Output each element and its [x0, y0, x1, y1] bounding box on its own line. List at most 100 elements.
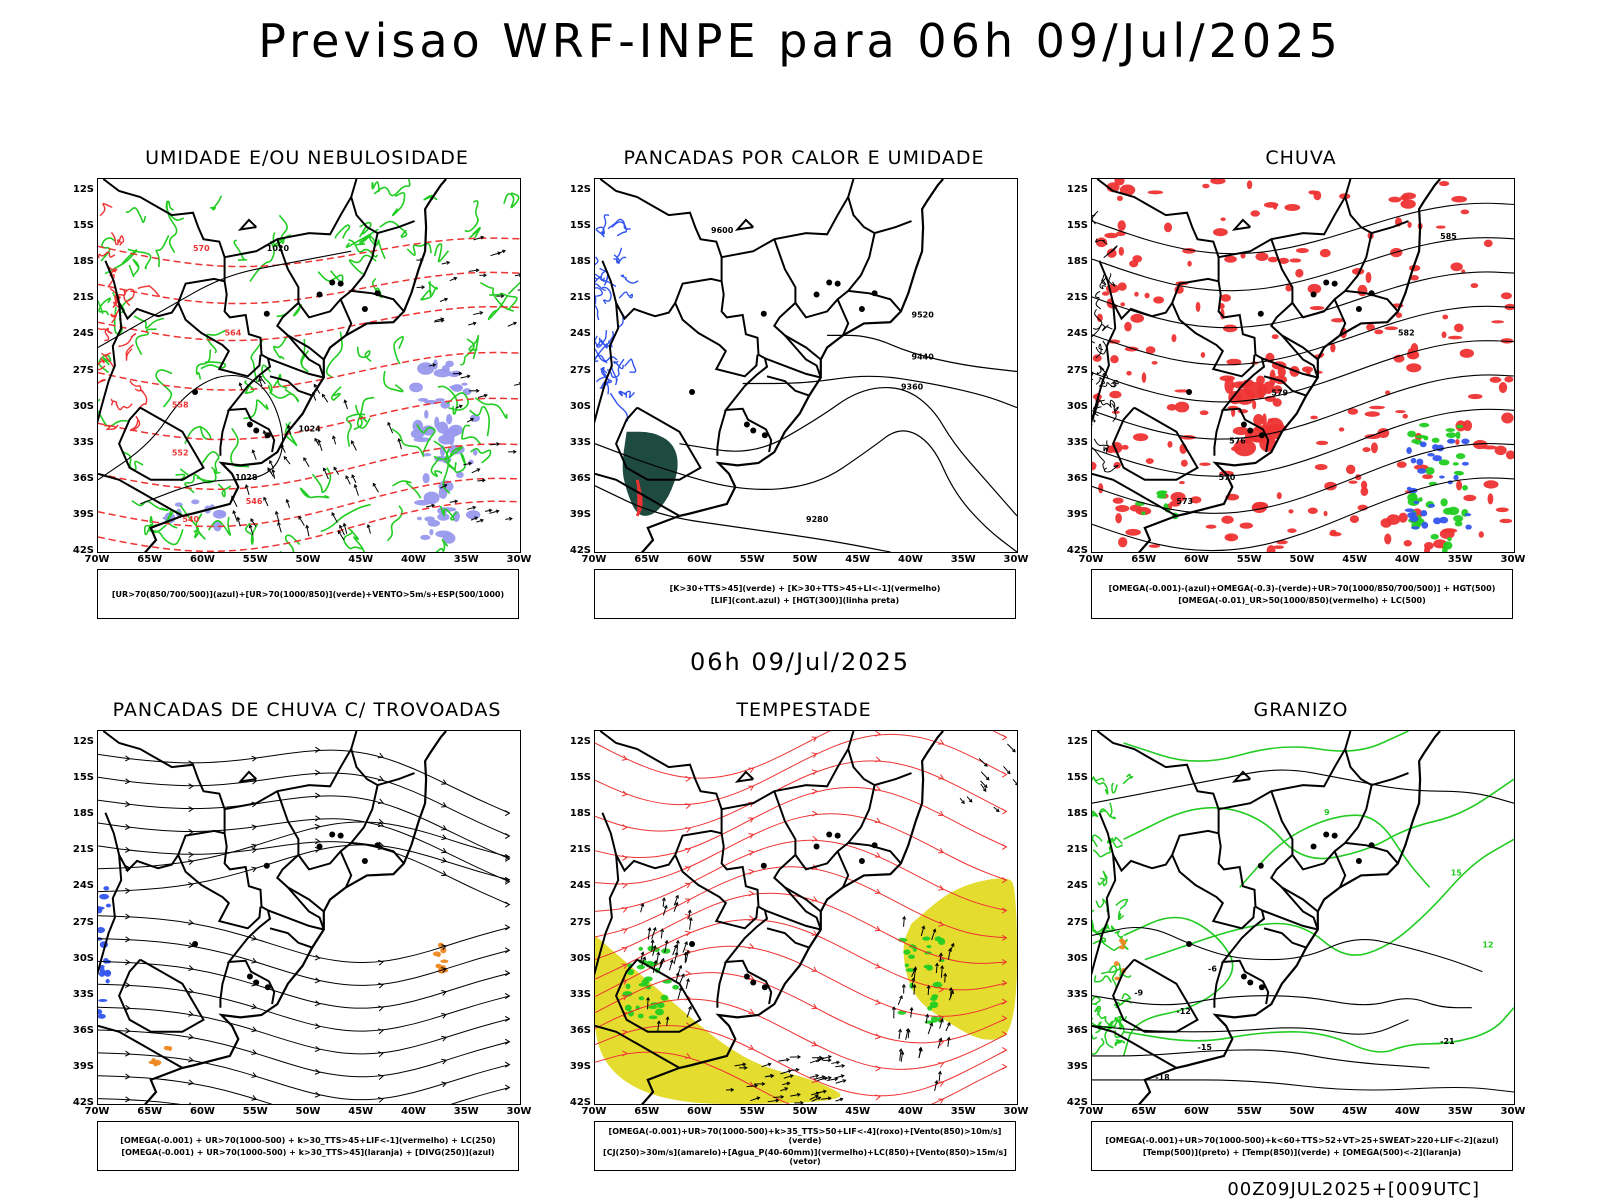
svg-text:9: 9 [1324, 808, 1330, 817]
lat-label: 21S [1066, 292, 1088, 304]
svg-text:585: 585 [1440, 232, 1457, 241]
svg-text:582: 582 [1398, 328, 1415, 337]
lon-label: 40W [898, 1106, 923, 1117]
valid-time-label: 06h 09/Jul/2025 [689, 648, 911, 676]
lat-label: 18S [569, 256, 591, 268]
svg-text:-12: -12 [1176, 1007, 1190, 1016]
lat-label: 27S [569, 916, 591, 928]
lat-label: 42S [569, 1097, 591, 1108]
svg-text:-18: -18 [1155, 1073, 1170, 1082]
lat-label: 18S [1066, 256, 1088, 268]
panel-title-umidade: UMIDADE E/OU NEBULOSIDADE [145, 147, 469, 169]
lon-label: 55W [1236, 1106, 1262, 1117]
lat-label: 21S [569, 844, 591, 856]
lat-label: 15S [569, 772, 591, 784]
map-umidade: 1020 1024 1028 570 564 558 552 546 540 [97, 178, 521, 553]
lon-label: 65W [1131, 554, 1157, 565]
legend-trovoadas: [OMEGA(-0.001) + UR>70(1000-500) + k>30_… [97, 1121, 519, 1171]
lat-label: 18S [1066, 808, 1088, 820]
lat-label: 30S [1066, 400, 1088, 412]
svg-text:1024: 1024 [298, 425, 321, 434]
lat-label: 18S [72, 808, 94, 820]
lat-label: 21S [569, 292, 591, 304]
lat-label: 15S [72, 220, 94, 232]
lat-label: 33S [1066, 988, 1088, 1000]
lat-label: 21S [1066, 844, 1088, 856]
lon-label: 70W [1078, 554, 1104, 565]
lat-label: 24S [569, 880, 591, 892]
svg-text:1020: 1020 [267, 244, 290, 253]
map-canvas-trovoadas [98, 731, 511, 1104]
svg-text:576: 576 [1229, 437, 1246, 446]
lat-label: 33S [72, 436, 94, 448]
lat-label: 15S [569, 220, 591, 232]
lat-label: 42S [1066, 545, 1088, 556]
legend-line: [CJ(250)>30m/s](amarelo)+[Agua_P(40-60mm… [603, 1147, 1007, 1166]
lat-label: 39S [1066, 508, 1088, 520]
svg-text:-6: -6 [1208, 965, 1217, 974]
lon-label: 45W [1342, 1106, 1368, 1117]
svg-text:9600: 9600 [711, 226, 734, 235]
svg-text:573: 573 [1176, 497, 1193, 506]
svg-text:15: 15 [1451, 868, 1463, 877]
lat-label: 36S [1066, 1024, 1088, 1036]
lat-label: 33S [72, 988, 94, 1000]
map-canvas-umidade: 1020 1024 1028 570 564 558 552 546 540 [98, 179, 520, 552]
svg-text:9440: 9440 [912, 352, 935, 361]
legend-line: [K>30+TTS>45](verde) + [K>30+TTS>45+LI<-… [669, 583, 941, 593]
map-canvas-granizo: -6 -9 -12 -15 -18 -21 9 12 15 [1092, 731, 1514, 1104]
lat-label: 21S [72, 292, 94, 304]
run-footer: 00Z09JUL2025+[009UTC] [1227, 1179, 1480, 1200]
lat-label: 12S [72, 736, 94, 748]
lon-label: 70W [84, 554, 110, 565]
lon-label: 60W [1184, 1106, 1209, 1117]
lon-label: 35W [453, 554, 479, 565]
lat-label: 30S [569, 952, 591, 964]
map-tempestade [594, 730, 1018, 1105]
lon-label: 30W [506, 1106, 532, 1117]
svg-text:546: 546 [246, 497, 263, 506]
map-canvas-pancadas: 9600 9520 9440 9360 9280 [595, 179, 1017, 552]
panel-title-granizo: GRANIZO [1253, 699, 1349, 721]
lat-label: 42S [72, 545, 94, 556]
lat-label: 42S [72, 1097, 94, 1108]
legend-line: [OMEGA(-0.001) + UR>70(1000-500) + k>30_… [121, 1147, 495, 1157]
legend-line: [OMEGA(-0.001)+UR>70(1000-500)+k<60+TTS>… [1105, 1135, 1499, 1145]
lat-label: 18S [569, 808, 591, 820]
lat-label: 12S [1066, 184, 1088, 196]
lat-label: 12S [569, 736, 591, 748]
lon-label: 40W [1395, 554, 1420, 565]
lat-label: 39S [569, 508, 591, 520]
legend-line: [LIF](cont.azul) + [HGT(300)](linha pret… [710, 595, 900, 605]
lon-label: 65W [634, 554, 660, 565]
lon-label: 70W [1078, 1106, 1104, 1117]
lat-label: 12S [1066, 736, 1088, 748]
lon-label: 65W [634, 1106, 660, 1117]
lat-label: 33S [569, 436, 591, 448]
lat-label: 24S [1066, 328, 1088, 340]
lon-label: 60W [687, 554, 712, 565]
lon-label: 55W [1236, 554, 1262, 565]
svg-text:9360: 9360 [901, 383, 924, 392]
svg-text:1028: 1028 [235, 473, 258, 482]
lat-label: 24S [72, 880, 94, 892]
lon-label: 50W [792, 554, 818, 565]
lon-label: 35W [1447, 1106, 1473, 1117]
svg-text:-9: -9 [1134, 989, 1143, 998]
lon-label: 45W [845, 554, 871, 565]
lat-label: 39S [72, 1060, 94, 1072]
lat-label: 42S [569, 545, 591, 556]
svg-text:579: 579 [1271, 389, 1288, 398]
lon-label: 55W [242, 554, 268, 565]
lon-label: 60W [190, 1106, 215, 1117]
lon-label: 30W [1003, 554, 1029, 565]
legend-tempestade: [OMEGA(-0.001)+UR>70(1000-500)+k>35_TTS>… [594, 1121, 1016, 1171]
lat-label: 30S [1066, 952, 1088, 964]
svg-text:552: 552 [172, 449, 189, 458]
lon-label: 60W [687, 1106, 712, 1117]
legend-line: [Temp(500)](preto) + [Temp(850)](verde) … [1142, 1147, 1462, 1157]
lon-label: 50W [295, 554, 321, 565]
lat-label: 33S [569, 988, 591, 1000]
lon-label: 30W [506, 554, 532, 565]
